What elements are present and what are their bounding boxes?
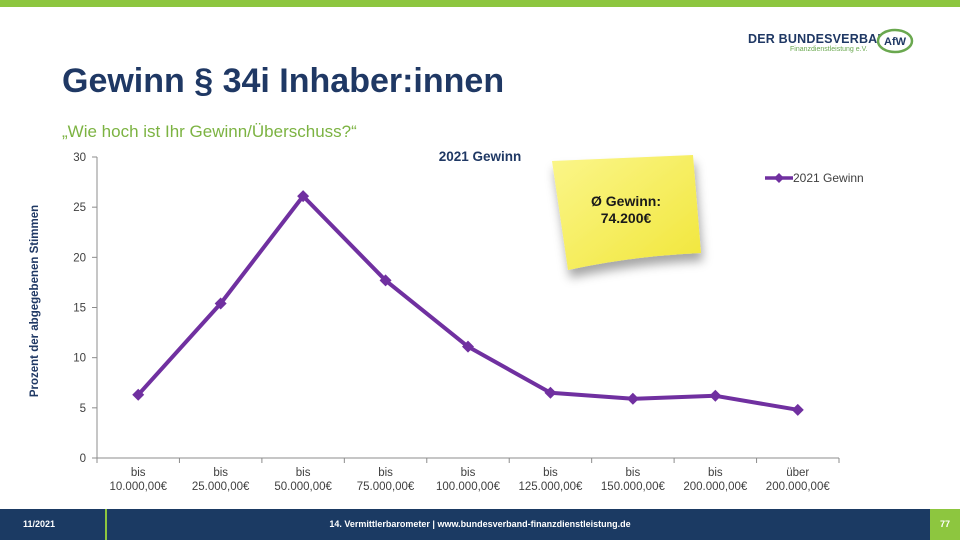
y-tick-label: 30 <box>73 152 86 164</box>
sticky-note: Ø Gewinn: 74.200€ <box>552 155 701 270</box>
y-tick-label: 0 <box>80 453 86 465</box>
x-tick-label: bis 10.000,00€ <box>109 467 167 493</box>
logo: DER BUNDESVERBAND Finanzdienstleistung e… <box>748 26 918 60</box>
logo-badge-text: AfW <box>884 36 907 48</box>
x-tick-label: bis 125.000,00€ <box>518 467 583 493</box>
y-tick-label: 5 <box>80 403 86 415</box>
x-tick-label: bis 150.000,00€ <box>601 467 666 493</box>
logo-subtext: Finanzdienstleistung e.V. <box>790 46 868 53</box>
footer-source: 14. Vermittlerbarometer | www.bundesverb… <box>329 519 631 529</box>
legend-marker <box>774 173 784 183</box>
chart-title: 2021 Gewinn <box>439 149 522 164</box>
data-point <box>626 392 639 405</box>
page-subtitle: „Wie hoch ist Ihr Gewinn/Überschuss?“ <box>62 122 357 141</box>
data-point <box>379 274 392 287</box>
sticky-note-paper <box>552 155 701 270</box>
logo-text: DER BUNDESVERBAND <box>748 32 896 46</box>
top-accent-bar <box>0 0 960 7</box>
legend-label: 2021 Gewinn <box>793 171 864 185</box>
data-point <box>709 389 722 402</box>
data-point <box>544 386 557 399</box>
x-tick-label: bis 25.000,00€ <box>192 467 250 493</box>
data-point <box>132 388 145 401</box>
data-point <box>791 403 804 416</box>
note-line-2: 74.200€ <box>601 210 652 226</box>
data-point <box>462 340 474 353</box>
y-tick-label: 15 <box>73 303 86 315</box>
x-tick-label: bis 75.000,00€ <box>357 467 415 493</box>
legend: 2021 Gewinn <box>765 171 864 185</box>
x-tick-label: bis 50.000,00€ <box>274 467 332 493</box>
y-tick-label: 25 <box>73 202 86 214</box>
logo-badge-icon: AfW <box>876 28 914 54</box>
y-tick-label: 10 <box>73 353 86 365</box>
footer-date: 11/2021 <box>23 519 56 529</box>
footer-divider <box>105 509 107 540</box>
y-tick-label: 20 <box>73 252 86 264</box>
y-axis-label: Prozent der abgegebenen Stimmen <box>29 205 41 397</box>
x-tick-label: bis 100.000,00€ <box>436 467 501 493</box>
footer: 11/2021 14. Vermittlerbarometer | www.bu… <box>0 509 960 540</box>
note-line-1: Ø Gewinn: <box>591 193 661 209</box>
x-tick-label: über 200.000,00€ <box>766 467 831 493</box>
data-point <box>297 190 310 203</box>
page-number: 77 <box>930 509 960 540</box>
x-tick-label: bis 200.000,00€ <box>683 467 748 493</box>
data-point <box>214 297 227 310</box>
page-title: Gewinn § 34i Inhaber:innen <box>62 62 505 100</box>
